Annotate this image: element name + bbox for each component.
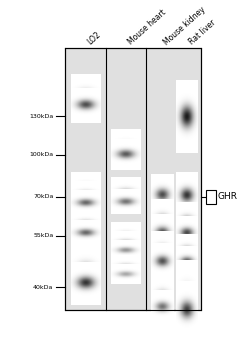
Text: 100kDa: 100kDa <box>29 153 54 158</box>
Text: 55kDa: 55kDa <box>33 233 54 238</box>
Text: 130kDa: 130kDa <box>29 114 54 119</box>
Text: 70kDa: 70kDa <box>33 194 54 200</box>
FancyBboxPatch shape <box>65 48 201 310</box>
Text: GHR: GHR <box>218 193 238 201</box>
Text: Mouse kidney: Mouse kidney <box>162 5 208 47</box>
Text: Mouse heart: Mouse heart <box>126 8 167 47</box>
Text: 40kDa: 40kDa <box>33 285 54 290</box>
FancyBboxPatch shape <box>207 190 215 204</box>
Text: LO2: LO2 <box>85 30 102 47</box>
Text: Rat liver: Rat liver <box>187 19 217 47</box>
